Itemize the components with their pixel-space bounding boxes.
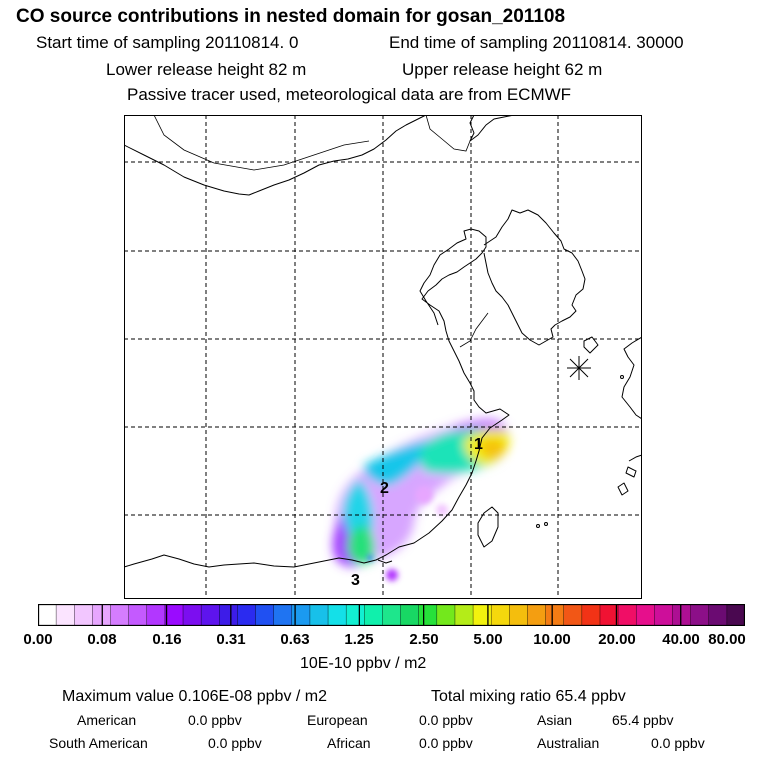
colorbar-cell <box>128 604 148 626</box>
australian-label: Australian <box>537 735 600 751</box>
colorbar-cell <box>146 604 166 626</box>
colorbar-cell <box>581 604 601 626</box>
source-contribution-map: 1 2 3 <box>124 115 642 599</box>
african-label: African <box>327 735 371 751</box>
colorbar-units: 10E-10 ppbv / m2 <box>300 655 427 672</box>
colorbar-cell <box>164 604 184 626</box>
colorbar-cell <box>291 604 311 626</box>
colorbar-cell <box>436 604 456 626</box>
south-american-label: South American <box>49 735 148 751</box>
colorbar-cell <box>328 604 347 626</box>
american-value: 0.0 ppbv <box>188 712 242 728</box>
colorbar-cell <box>672 604 692 626</box>
map-frame <box>124 115 642 599</box>
colorbar-cell <box>237 604 257 626</box>
region-label-2: 2 <box>380 480 389 497</box>
colorbar-cell <box>726 604 745 626</box>
colorbar-cell <box>219 604 239 626</box>
colorbar-tick: 0.08 <box>87 631 117 648</box>
colorbar-tick: 0.63 <box>280 631 310 648</box>
colorbar-cell <box>690 604 710 626</box>
colorbar-cell <box>400 604 420 626</box>
colorbar-tick: 0.00 <box>23 631 53 648</box>
american-label: American <box>77 712 137 728</box>
total-mixing-ratio-label: Total mixing ratio 65.4 ppbv <box>431 688 626 705</box>
colorbar-cell <box>654 604 674 626</box>
south-american-value: 0.0 ppbv <box>208 735 262 751</box>
colorbar-cell <box>509 604 529 626</box>
end-time-label: End time of sampling 20110814. 30000 <box>389 33 684 52</box>
colorbar-cell <box>309 604 329 626</box>
colorbar-cell <box>618 604 637 626</box>
colorbar-tick: 20.00 <box>598 631 636 648</box>
grid-lines <box>124 115 642 599</box>
colorbar-cell <box>346 604 365 626</box>
colorbar-tick: 40.00 <box>662 631 700 648</box>
region-label-1: 1 <box>474 436 483 453</box>
colorbar-cell <box>255 604 275 626</box>
colorbar-tick: 5.00 <box>473 631 503 648</box>
colorbar-cell <box>708 604 728 626</box>
colorbar-cell <box>491 604 510 626</box>
start-time-label: Start time of sampling 20110814. 0 <box>36 33 299 52</box>
colorbar-tick: 0.31 <box>216 631 246 648</box>
borders <box>153 115 489 348</box>
colorbar-cell <box>527 604 547 626</box>
maximum-value-label: Maximum value 0.106E-08 ppbv / m2 <box>62 688 328 705</box>
colorbar-cell <box>201 604 220 626</box>
asian-value: 65.4 ppbv <box>612 712 674 728</box>
concentration-plume <box>332 417 510 581</box>
lower-release-label: Lower release height 82 m <box>106 60 307 79</box>
colorbar-cell <box>563 604 583 626</box>
colorbar-cell <box>74 604 93 626</box>
european-label: European <box>307 712 368 728</box>
colorbar-cell <box>418 604 438 626</box>
colorbar-cell <box>183 604 202 626</box>
colorbar-tick: 2.50 <box>409 631 439 648</box>
colorbar-cell <box>56 604 75 626</box>
colorbar-cell <box>636 604 655 626</box>
colorbar-cell <box>382 604 402 626</box>
colorbar-tick: 80.00 <box>708 631 746 648</box>
colorbar-cell <box>38 604 57 626</box>
asian-label: Asian <box>537 712 573 728</box>
african-value: 0.0 ppbv <box>419 735 473 751</box>
colorbar-cell <box>273 604 293 626</box>
region-label-3: 3 <box>351 572 360 589</box>
asterisk-icon <box>567 356 591 380</box>
colorbar-cell <box>473 604 492 626</box>
colorbar-cell <box>599 604 619 626</box>
colorbar-tick: 10.00 <box>533 631 571 648</box>
map-title: CO source contributions in nested domain… <box>16 6 566 27</box>
colorbar-cell <box>110 604 130 626</box>
european-value: 0.0 ppbv <box>419 712 473 728</box>
info-label: Passive tracer used, meteorological data… <box>127 85 572 104</box>
colorbar-cell <box>545 604 565 626</box>
colorbar-cell <box>454 604 474 626</box>
upper-release-label: Upper release height 62 m <box>402 60 603 79</box>
australian-value: 0.0 ppbv <box>651 735 705 751</box>
color-scale-bar <box>38 604 745 626</box>
colorbar-tick: 1.25 <box>344 631 374 648</box>
colorbar-cell <box>364 604 384 626</box>
colorbar-tick: 0.16 <box>152 631 182 648</box>
